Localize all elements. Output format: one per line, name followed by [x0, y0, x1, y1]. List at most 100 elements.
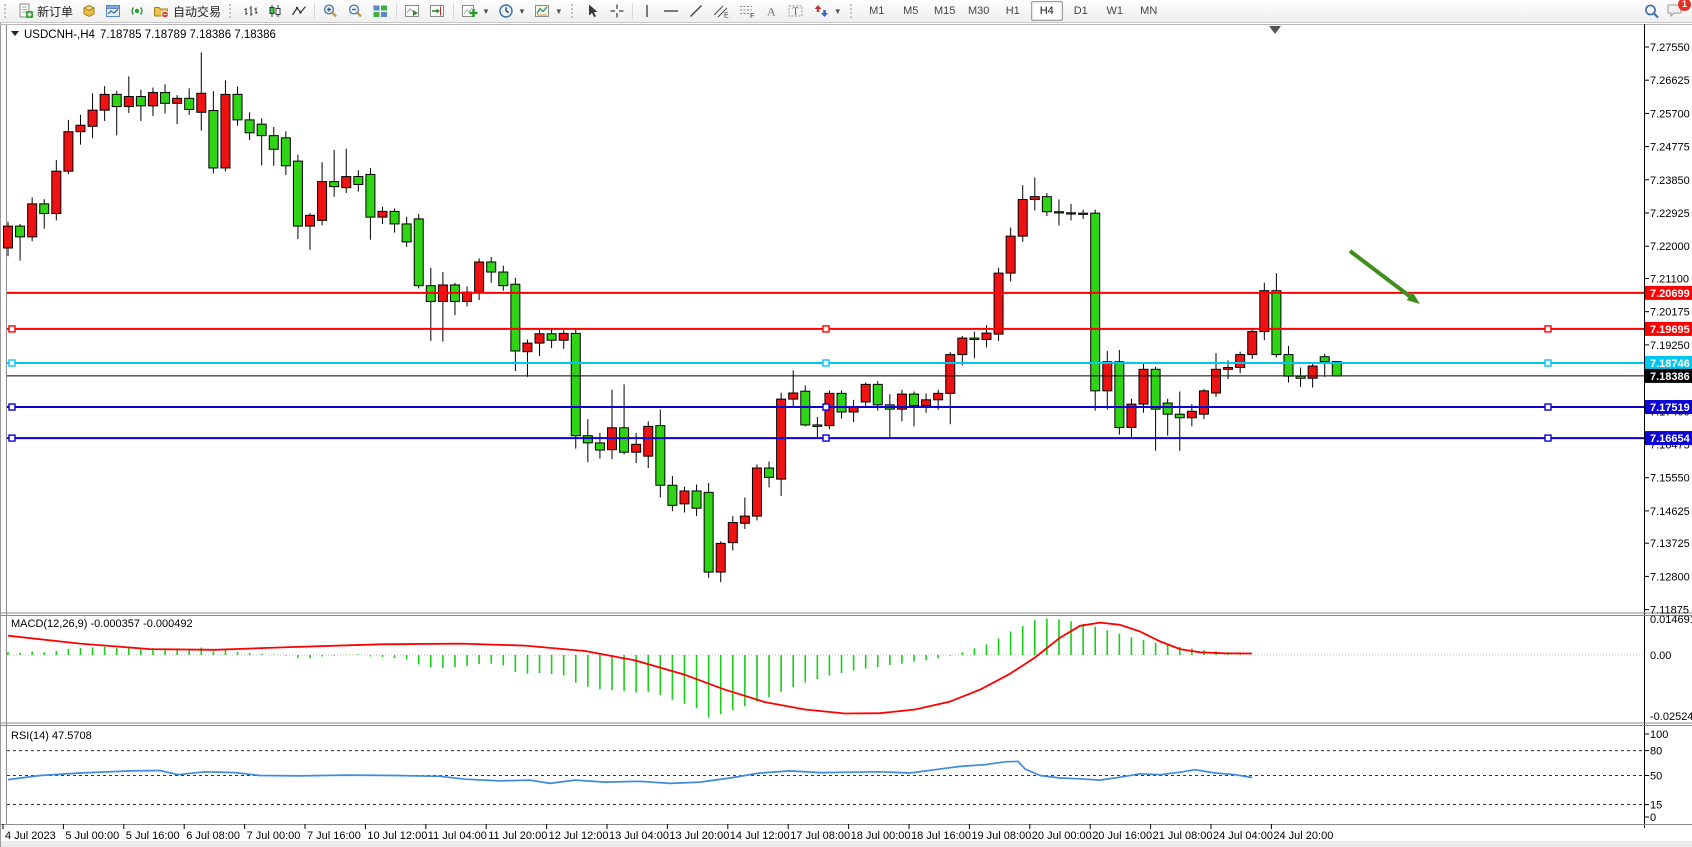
text-button[interactable]: A	[760, 0, 783, 22]
line-chart-type-button[interactable]	[287, 0, 311, 22]
crosshair-icon	[610, 4, 624, 18]
level-handle[interactable]	[8, 325, 16, 333]
level-handle[interactable]	[822, 434, 830, 442]
level-handle[interactable]	[1544, 325, 1552, 333]
separator	[631, 3, 633, 19]
level-handle[interactable]	[822, 359, 830, 367]
macd-axis-max: 0.014691	[1650, 614, 1692, 626]
group-grip	[570, 4, 578, 18]
signal-button[interactable]	[125, 0, 149, 22]
chat-button[interactable]: 1	[1666, 0, 1691, 21]
rsi-axis-label: 0	[1650, 812, 1656, 824]
timeframe-w1[interactable]: W1	[1106, 5, 1123, 17]
cursor-button[interactable]	[581, 0, 605, 22]
equidistant-channel-button[interactable]: E	[708, 0, 734, 22]
crosshair-button[interactable]	[605, 0, 629, 22]
macd-axis-zero: 0.00	[1650, 650, 1671, 662]
timeframe-group: M1 M5 M15 M30 H1 H4 D1 W1 MN	[860, 1, 1166, 21]
new-order-label: 新订单	[37, 4, 74, 19]
candlestick-chart-type-button[interactable]	[263, 0, 287, 22]
cube-button[interactable]	[77, 0, 101, 22]
level-handle[interactable]	[8, 403, 16, 411]
horizontal-line-icon	[663, 10, 678, 12]
svg-text:T: T	[792, 7, 798, 18]
rsi-line	[7, 760, 1253, 785]
vertical-line-icon	[646, 5, 648, 17]
date-label: 17 Jul 08:00	[790, 830, 850, 842]
tile-windows-button[interactable]	[368, 0, 393, 22]
bar-chart-icon	[244, 6, 258, 16]
date-label: 7 Jul 00:00	[247, 830, 301, 842]
level-handle[interactable]	[1544, 403, 1552, 411]
timeframe-m30[interactable]: M30	[968, 5, 990, 17]
timeframe-h1[interactable]: H1	[1005, 5, 1020, 17]
price-tag-label: 7.18746	[1650, 358, 1690, 370]
date-label: 5 Jul 16:00	[126, 830, 180, 842]
price-level-lines[interactable]	[7, 291, 1644, 442]
price-tag-label: 7.17519	[1650, 402, 1690, 414]
vertical-line-button[interactable]	[636, 0, 658, 22]
date-axis: 4 Jul 2023 5 Jul 00:00 5 Jul 16:00 6 Jul 08…	[2, 824, 1333, 842]
price-tag-7.17519	[1645, 400, 1692, 415]
timeframe-d1[interactable]: D1	[1073, 5, 1088, 17]
level-handle[interactable]	[8, 359, 16, 367]
add-indicator-button[interactable]: ▼	[457, 0, 494, 22]
fibonacci-button[interactable]: F	[734, 0, 760, 22]
timeframe-m5[interactable]: M5	[903, 5, 919, 17]
date-label: 14 Jul 12:00	[730, 830, 790, 842]
date-label: 6 Jul 08:00	[186, 830, 240, 842]
annotation-arrow[interactable]	[1348, 249, 1420, 304]
date-label: 5 Jul 00:00	[65, 830, 119, 842]
auto-scroll-button[interactable]	[400, 0, 425, 22]
level-handle[interactable]	[8, 434, 16, 442]
trend-line-button[interactable]	[684, 0, 708, 22]
price-tick-label: 7.12800	[1650, 571, 1690, 583]
price-tag-label: 7.16654	[1650, 433, 1691, 445]
auto-trading-button[interactable]: 自动交易	[149, 0, 225, 22]
arrow-shaft	[1348, 249, 1411, 298]
horizontal-line-button[interactable]	[658, 0, 684, 22]
date-label: 7 Jul 16:00	[307, 830, 361, 842]
chart-shift-marker[interactable]	[1269, 26, 1281, 34]
collapse-icon[interactable]	[11, 31, 19, 36]
tile-windows-icon	[373, 5, 388, 17]
macd-pane: MACD(12,26,9) -0.000357 -0.000492 0.01469…	[7, 614, 1692, 723]
search-icon[interactable]	[1643, 3, 1660, 20]
price-tick-label: 7.19250	[1650, 340, 1690, 352]
level-handle[interactable]	[1544, 434, 1552, 442]
terminal-window-button[interactable]	[101, 0, 125, 22]
zoom-in-button[interactable]	[318, 0, 343, 22]
arrow-tools-icon	[814, 5, 828, 17]
timeframe-mn[interactable]: MN	[1140, 5, 1158, 17]
new-order-icon	[19, 3, 33, 18]
price-chart[interactable]: 7.27550 7.26625 7.25700 7.24775 7.23850 7.229…	[0, 23, 1692, 847]
price-tick-label: 7.15550	[1650, 473, 1690, 485]
price-tick-label: 7.26625	[1650, 75, 1690, 87]
text-label-button[interactable]: T	[783, 0, 809, 22]
text-label-icon: T	[788, 5, 803, 18]
template-button[interactable]: ▼	[530, 0, 567, 22]
price-tag-7.18386	[1645, 368, 1692, 383]
chart-shift-button[interactable]	[425, 0, 450, 22]
svg-text:A: A	[767, 5, 776, 19]
timeframe-h4[interactable]: H4	[1030, 1, 1063, 21]
level-handle[interactable]	[1544, 359, 1552, 367]
toolbar-right: 1	[1643, 0, 1692, 21]
terminal-window-icon	[106, 5, 121, 17]
bar-chart-type-button[interactable]	[239, 0, 263, 22]
timeframe-m1[interactable]: M1	[869, 5, 885, 17]
arrow-tools-button[interactable]: ▼	[809, 0, 846, 22]
date-label: 12 Jul 12:00	[549, 830, 609, 842]
price-tag-7.16654	[1645, 431, 1692, 446]
timeframe-m15[interactable]: M15	[934, 5, 956, 17]
level-handle[interactable]	[822, 325, 830, 333]
price-tick-label: 7.23850	[1650, 175, 1690, 187]
candlestick-chart-icon	[269, 5, 281, 17]
date-label: 4 Jul 2023	[5, 830, 56, 842]
price-tick-label: 7.13725	[1650, 538, 1690, 550]
signal-icon	[131, 7, 143, 15]
new-order-button[interactable]: 新订单	[14, 0, 77, 22]
zoom-out-button[interactable]	[343, 0, 368, 22]
periods-button[interactable]: ▼	[494, 0, 530, 22]
level-handle[interactable]	[822, 403, 830, 411]
